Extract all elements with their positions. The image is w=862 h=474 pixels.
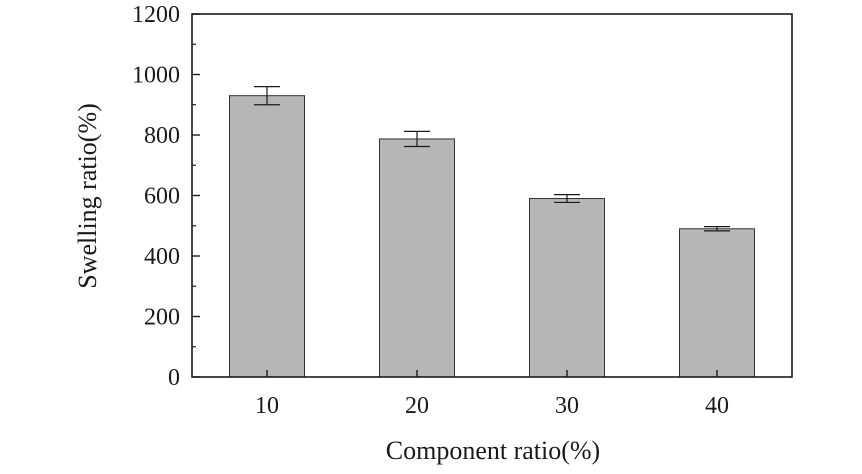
bar-10 bbox=[229, 95, 305, 378]
error-bar-40 bbox=[704, 226, 730, 232]
y-tick-label: 600 bbox=[144, 184, 180, 210]
bar-40 bbox=[679, 228, 755, 378]
y-tick-label: 0 bbox=[168, 365, 180, 391]
y-ticks-group: 0 200 400 600 800 1000 1200 bbox=[132, 2, 200, 391]
y-axis-title: Swelling ratio(%) bbox=[73, 103, 102, 289]
error-bar-20 bbox=[404, 130, 430, 148]
x-tick-label: 20 bbox=[405, 393, 429, 419]
bar-30 bbox=[529, 198, 605, 378]
y-tick-label: 200 bbox=[144, 305, 180, 331]
x-axis-title: Component ratio(%) bbox=[386, 436, 600, 465]
bars-group bbox=[229, 95, 755, 378]
y-tick-label: 400 bbox=[144, 244, 180, 270]
x-tick-label: 40 bbox=[705, 393, 729, 419]
bar-20 bbox=[379, 138, 455, 378]
x-tick-label: 10 bbox=[255, 393, 279, 419]
y-tick-label: 1200 bbox=[132, 2, 180, 28]
error-bars-group bbox=[254, 85, 730, 232]
x-ticks-group: 10 20 30 40 bbox=[255, 370, 729, 419]
error-bar-10 bbox=[254, 85, 280, 106]
y-tick-label: 1000 bbox=[132, 63, 180, 89]
x-tick-label: 30 bbox=[555, 393, 579, 419]
error-bar-30 bbox=[554, 193, 580, 204]
y-tick-label: 800 bbox=[144, 123, 180, 149]
